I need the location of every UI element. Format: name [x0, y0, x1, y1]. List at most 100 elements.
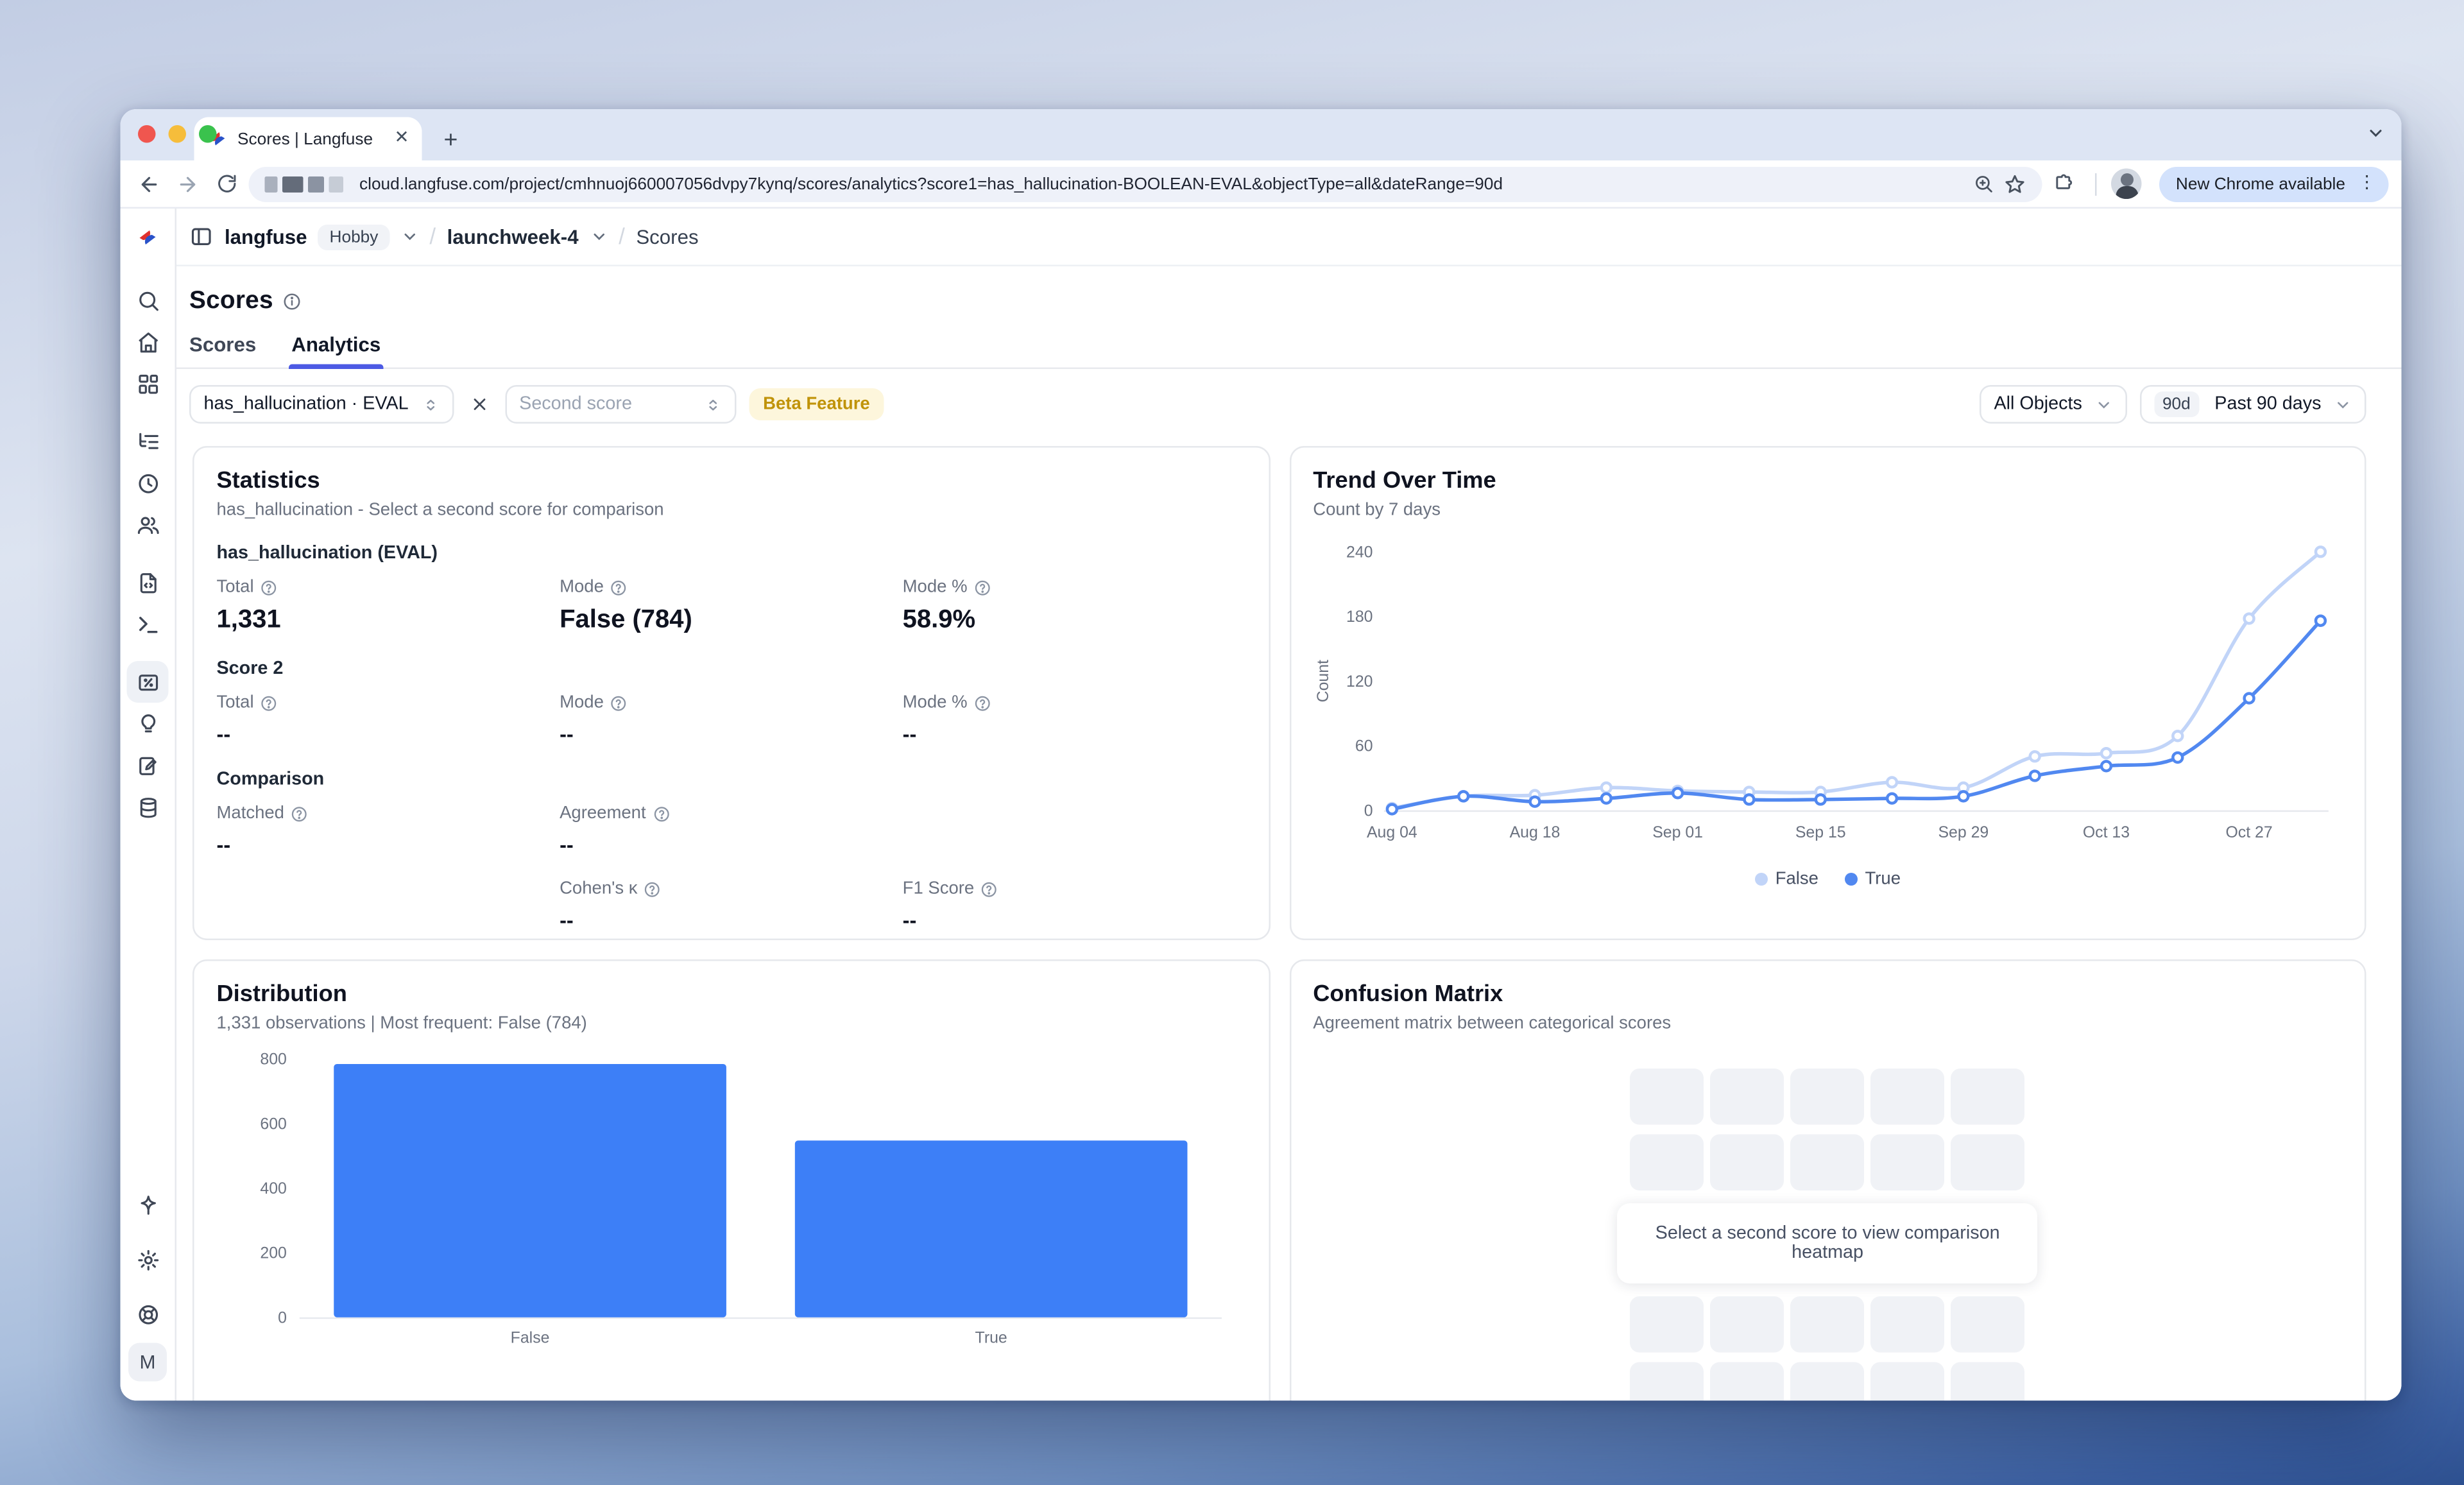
object-type-select[interactable]: All Objects	[1979, 385, 2127, 424]
heatmap-placeholder-tile	[1790, 1296, 1865, 1353]
sidebar-scores-icon[interactable]	[126, 661, 169, 703]
new-tab-button[interactable]: +	[443, 126, 458, 153]
profile-avatar[interactable]	[2111, 168, 2143, 199]
trend-card: Trend Over Time Count by 7 days 0 60 120 18…	[1288, 446, 2366, 940]
distribution-title: Distribution	[216, 982, 347, 1008]
sidebar-datasets-icon[interactable]	[127, 786, 169, 828]
tab-analytics[interactable]: Analytics	[288, 334, 384, 369]
confusion-card: Confusion Matrix Agreement matrix betwee…	[1288, 959, 2366, 1401]
help-icon[interactable]	[974, 578, 992, 596]
sidebar-llm-as-judge-icon[interactable]	[127, 703, 169, 744]
toolbar-divider	[2095, 172, 2098, 195]
distribution-subtitle: 1,331 observations | Most frequent: Fals…	[216, 1014, 587, 1033]
help-icon[interactable]	[610, 694, 628, 712]
svg-text:60: 60	[1355, 737, 1373, 755]
bookmark-star-icon[interactable]	[2004, 173, 2026, 195]
window-controls[interactable]	[138, 125, 217, 143]
heatmap-placeholder-tile	[1630, 1134, 1704, 1190]
support-lifebuoy-icon[interactable]	[127, 1293, 169, 1335]
svg-text:180: 180	[1346, 608, 1372, 626]
score2-placeholder: Second score	[519, 395, 632, 414]
help-icon[interactable]	[261, 578, 278, 596]
stat-cell: Mode % --	[903, 693, 1246, 746]
date-range-chip: 90d	[2154, 391, 2199, 417]
zoom-icon[interactable]	[1974, 173, 1995, 194]
score2-section-heading: Score 2	[216, 659, 284, 679]
stat-cell: Total 1,331	[216, 578, 281, 634]
heatmap-placeholder-grid	[1630, 1296, 2025, 1401]
org-caret-icon[interactable]	[400, 228, 418, 246]
langfuse-logo-icon[interactable]	[137, 227, 159, 257]
minimize-window-button[interactable]	[168, 125, 186, 143]
sidebar-tracing-icon[interactable]	[127, 420, 169, 462]
help-icon[interactable]	[980, 880, 998, 898]
maximize-window-button[interactable]	[199, 125, 217, 143]
extensions-icon[interactable]	[2049, 167, 2081, 200]
back-button[interactable]	[133, 167, 166, 200]
svg-text:Oct 13: Oct 13	[2082, 823, 2129, 841]
sidebar-toggle-icon[interactable]	[189, 225, 214, 249]
date-range-value: Past 90 days	[2214, 395, 2322, 414]
chrome-update-pill[interactable]: New Chrome available ⋮	[2159, 166, 2389, 202]
browser-menu-icon[interactable]: ⋮	[2358, 173, 2376, 193]
org-name[interactable]: langfuse	[225, 225, 307, 248]
stat-cell: F1 Score --	[903, 879, 1246, 932]
score1-value: has_hallucination · EVAL	[203, 395, 409, 414]
whats-new-icon[interactable]	[127, 1184, 169, 1226]
forward-button[interactable]	[172, 167, 204, 200]
help-icon[interactable]	[653, 805, 671, 823]
heatmap-placeholder-grid	[1630, 1069, 2025, 1190]
info-icon[interactable]	[283, 292, 302, 311]
help-icon[interactable]	[261, 694, 278, 712]
help-icon[interactable]	[974, 694, 992, 712]
tab-search-caret-icon[interactable]	[2366, 122, 2386, 151]
settings-gear-icon[interactable]	[127, 1239, 169, 1280]
heatmap-placeholder-tile	[1710, 1296, 1784, 1353]
heatmap-placeholder-tile	[1630, 1296, 1704, 1353]
help-icon[interactable]	[644, 880, 662, 898]
svg-text:800: 800	[260, 1051, 286, 1069]
tab-scores[interactable]: Scores	[189, 334, 257, 356]
confusion-subtitle: Agreement matrix between categorical sco…	[1313, 1014, 1672, 1033]
sidebar-users-icon[interactable]	[127, 504, 169, 545]
svg-text:Aug 18: Aug 18	[1509, 823, 1559, 841]
sidebar-search-icon[interactable]	[127, 279, 169, 321]
chrome-update-label: New Chrome available	[2175, 174, 2345, 194]
close-window-button[interactable]	[138, 125, 156, 143]
project-name[interactable]: launchweek-4	[447, 225, 579, 248]
sidebar-sessions-icon[interactable]	[127, 462, 169, 504]
distribution-bar-chart: 0 200 400 600 800 False True	[217, 1046, 1246, 1389]
help-icon[interactable]	[291, 805, 309, 823]
langfuse-app: M langfuse Hobby / launchweek-4 / Scores	[120, 209, 2402, 1401]
chevron-down-icon	[2095, 395, 2113, 413]
site-info-chip[interactable]	[264, 175, 343, 192]
user-avatar[interactable]: M	[128, 1343, 167, 1382]
legend-dot-icon	[1754, 872, 1768, 886]
project-caret-icon[interactable]	[590, 228, 608, 246]
tab-close-icon[interactable]: ✕	[394, 128, 409, 148]
statistics-card: Statistics has_hallucination - Select a …	[193, 446, 1270, 940]
score1-select[interactable]: has_hallucination · EVAL	[189, 385, 454, 424]
score2-select[interactable]: Second score	[504, 385, 736, 424]
reload-button[interactable]	[210, 167, 243, 200]
svg-text:Sep 15: Sep 15	[1795, 823, 1845, 841]
sidebar-annotation-icon[interactable]	[127, 744, 169, 786]
sidebar-playground-icon[interactable]	[127, 603, 169, 645]
sidebar-prompts-icon[interactable]	[127, 562, 169, 603]
help-icon[interactable]	[610, 578, 628, 596]
browser-tabstrip: Scores | Langfuse ✕ +	[120, 109, 2402, 160]
url-bar[interactable]: cloud.langfuse.com/project/cmhnuoj660007…	[248, 166, 2043, 202]
confusion-message: Select a second score to view comparison…	[1617, 1203, 2038, 1283]
breadcrumb-page: Scores	[636, 225, 699, 248]
stat-cell: Cohen's κ --	[560, 879, 903, 932]
date-range-select[interactable]: 90d Past 90 days	[2139, 385, 2366, 424]
sidebar-home-icon[interactable]	[127, 321, 169, 363]
browser-tab[interactable]: Scores | Langfuse ✕	[194, 117, 422, 160]
clear-score-icon[interactable]	[466, 391, 492, 417]
sidebar-dashboards-icon[interactable]	[127, 363, 169, 404]
svg-text:200: 200	[260, 1244, 286, 1262]
browser-toolbar: cloud.langfuse.com/project/cmhnuoj660007…	[120, 160, 2402, 209]
heatmap-placeholder-tile	[1630, 1069, 1704, 1125]
main-content: langfuse Hobby / launchweek-4 / Scores S…	[176, 209, 2402, 1401]
